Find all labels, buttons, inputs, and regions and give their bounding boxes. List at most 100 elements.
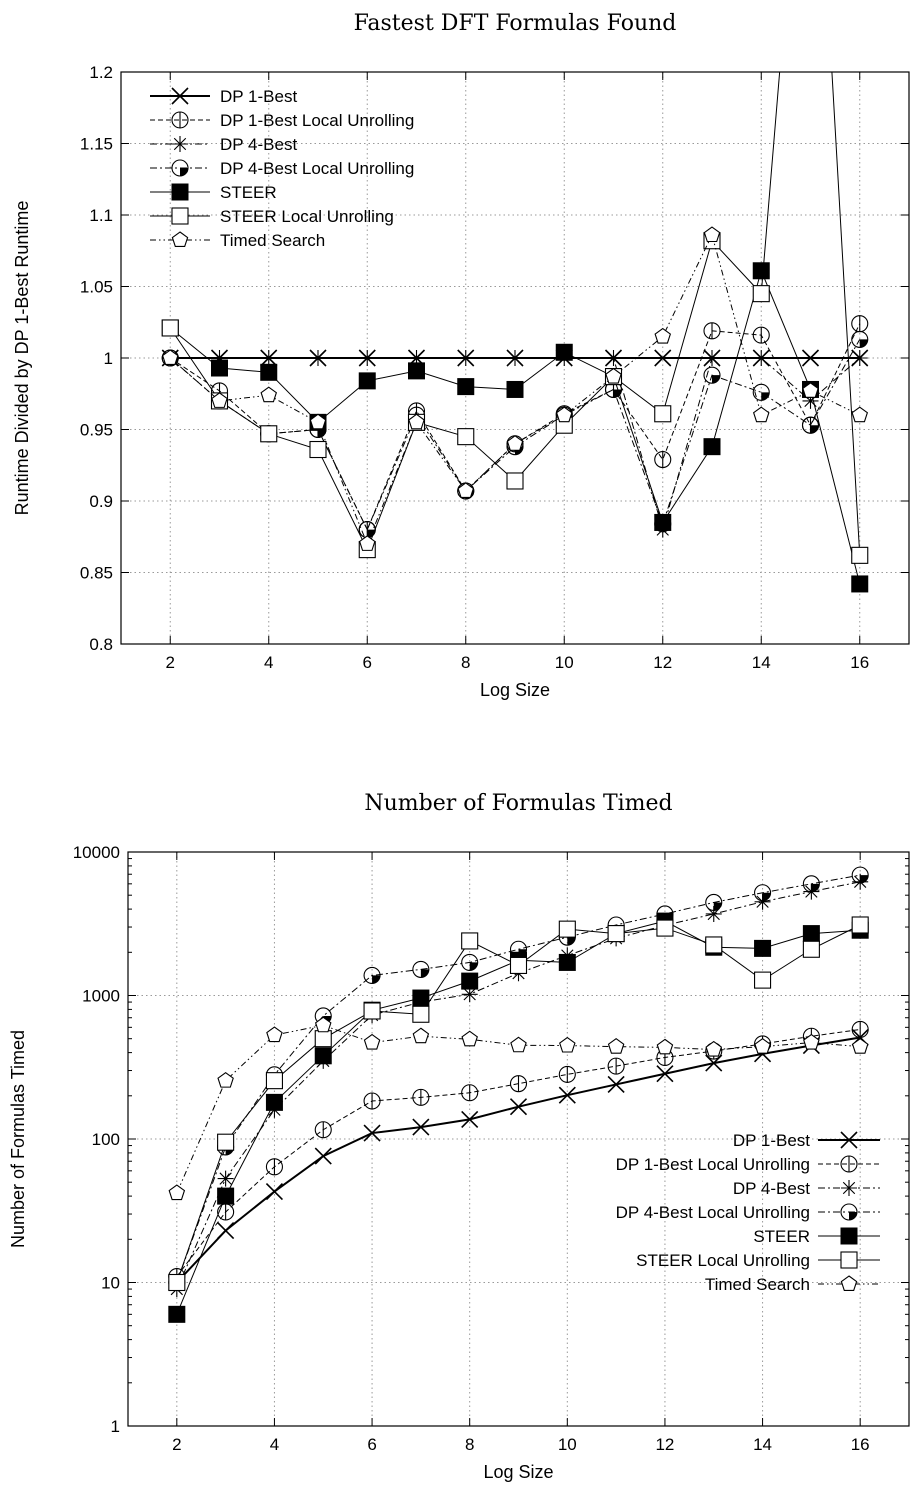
legend-marker bbox=[171, 183, 189, 201]
data-point bbox=[558, 1086, 576, 1104]
data-point bbox=[363, 1092, 381, 1110]
legend-entry-dp-4-best-local-unrolling: DP 4-Best Local Unrolling bbox=[616, 1203, 880, 1222]
legend-entry-dp-4-best-local-unrolling: DP 4-Best Local Unrolling bbox=[150, 159, 414, 178]
data-point bbox=[457, 378, 475, 396]
data-point bbox=[412, 1118, 430, 1136]
legend-label: STEER bbox=[753, 1227, 810, 1246]
legend-marker bbox=[172, 136, 188, 152]
legend-label: STEER Local Unrolling bbox=[220, 207, 394, 226]
data-point bbox=[754, 939, 772, 957]
data-point bbox=[265, 1158, 283, 1176]
y-tick-label: 10000 bbox=[73, 843, 120, 862]
data-point bbox=[752, 285, 770, 303]
data-point bbox=[802, 875, 820, 893]
data-point bbox=[656, 919, 674, 937]
data-point bbox=[656, 1065, 674, 1083]
data-point bbox=[754, 971, 772, 989]
data-point bbox=[705, 905, 722, 922]
x-tick-label: 6 bbox=[363, 653, 372, 672]
legend-entry-dp-1-best-local-unrolling: DP 1-Best Local Unrolling bbox=[616, 1155, 880, 1174]
data-point bbox=[656, 1038, 674, 1055]
data-point bbox=[605, 367, 622, 384]
data-point bbox=[217, 1170, 234, 1187]
legend-entry-steer: STEER bbox=[150, 183, 277, 202]
data-point bbox=[558, 920, 576, 938]
legend-entry-steer-local-unrolling: STEER Local Unrolling bbox=[636, 1251, 880, 1270]
data-point bbox=[217, 1187, 235, 1205]
legend-label: STEER bbox=[220, 183, 277, 202]
legend-label: DP 4-Best Local Unrolling bbox=[220, 159, 414, 178]
legend-marker bbox=[171, 231, 189, 248]
data-point bbox=[654, 450, 672, 469]
y-tick-label: 1.15 bbox=[80, 135, 113, 154]
data-point bbox=[752, 326, 770, 344]
x-axis-label: Log Size bbox=[480, 680, 550, 700]
x-tick-label: 4 bbox=[270, 1435, 279, 1454]
data-point bbox=[461, 1030, 478, 1047]
data-point bbox=[168, 1184, 186, 1201]
data-point bbox=[851, 916, 869, 934]
x-tick-label: 8 bbox=[465, 1435, 474, 1454]
data-point bbox=[851, 1020, 869, 1038]
legend-marker bbox=[840, 1275, 858, 1292]
data-point bbox=[506, 435, 524, 451]
y-axis-label: Runtime Divided by DP 1-Best Runtime bbox=[12, 201, 32, 516]
legend-marker bbox=[171, 207, 189, 225]
data-point bbox=[509, 1075, 528, 1093]
data-point bbox=[555, 343, 573, 361]
data-point bbox=[309, 440, 327, 459]
data-point bbox=[457, 428, 475, 446]
data-point bbox=[703, 322, 721, 340]
data-point bbox=[703, 438, 721, 456]
plot-area bbox=[168, 866, 869, 1323]
data-point bbox=[260, 350, 277, 366]
data-point bbox=[461, 972, 479, 990]
data-point bbox=[801, 416, 820, 434]
data-point bbox=[507, 350, 523, 366]
x-tick-label: 6 bbox=[367, 1435, 376, 1454]
data-point bbox=[260, 363, 278, 381]
data-point bbox=[358, 372, 376, 390]
data-point bbox=[359, 350, 376, 366]
data-point bbox=[314, 1016, 332, 1033]
y-tick-label: 1.05 bbox=[80, 278, 113, 297]
data-point bbox=[161, 349, 179, 366]
data-point bbox=[803, 1033, 820, 1050]
data-point bbox=[217, 1071, 234, 1088]
data-point bbox=[457, 350, 474, 366]
series-steer-local-unrolling bbox=[161, 72, 869, 564]
data-point bbox=[363, 1002, 381, 1020]
data-point bbox=[607, 1037, 625, 1054]
x-tick-label: 14 bbox=[753, 1435, 772, 1454]
y-tick-label: 0.9 bbox=[89, 492, 113, 511]
y-tick-label: 10 bbox=[101, 1274, 120, 1293]
x-tick-label: 16 bbox=[851, 1435, 870, 1454]
data-point bbox=[607, 925, 625, 943]
data-point bbox=[211, 359, 228, 377]
data-point bbox=[408, 362, 425, 380]
legend-label: DP 1-Best Local Unrolling bbox=[616, 1155, 810, 1174]
data-point bbox=[654, 349, 672, 367]
y-tick-label: 1.2 bbox=[89, 63, 113, 82]
data-point bbox=[654, 513, 672, 531]
x-tick-label: 12 bbox=[653, 653, 672, 672]
data-point bbox=[754, 1037, 771, 1054]
bottom-chart: 2 4 6 8 10 12 14 16 1 10 100 1000 10000 Number of For… bbox=[8, 791, 910, 1482]
data-point bbox=[363, 966, 381, 984]
data-point bbox=[358, 535, 376, 551]
legend-entry-dp-1-best-local-unrolling: DP 1-Best Local Unrolling bbox=[150, 111, 414, 130]
data-point bbox=[802, 382, 819, 398]
data-point bbox=[168, 1305, 186, 1323]
data-point bbox=[314, 1147, 332, 1165]
x-tick-label: 2 bbox=[172, 1435, 181, 1454]
data-point bbox=[412, 1005, 430, 1023]
data-point bbox=[265, 1093, 283, 1111]
data-point bbox=[217, 1222, 235, 1240]
legend-label: Timed Search bbox=[705, 1275, 810, 1294]
data-point bbox=[851, 546, 869, 564]
data-point bbox=[266, 1026, 283, 1043]
data-point bbox=[558, 953, 576, 971]
data-point bbox=[705, 1040, 723, 1057]
data-point bbox=[851, 575, 869, 593]
data-point bbox=[461, 953, 479, 971]
